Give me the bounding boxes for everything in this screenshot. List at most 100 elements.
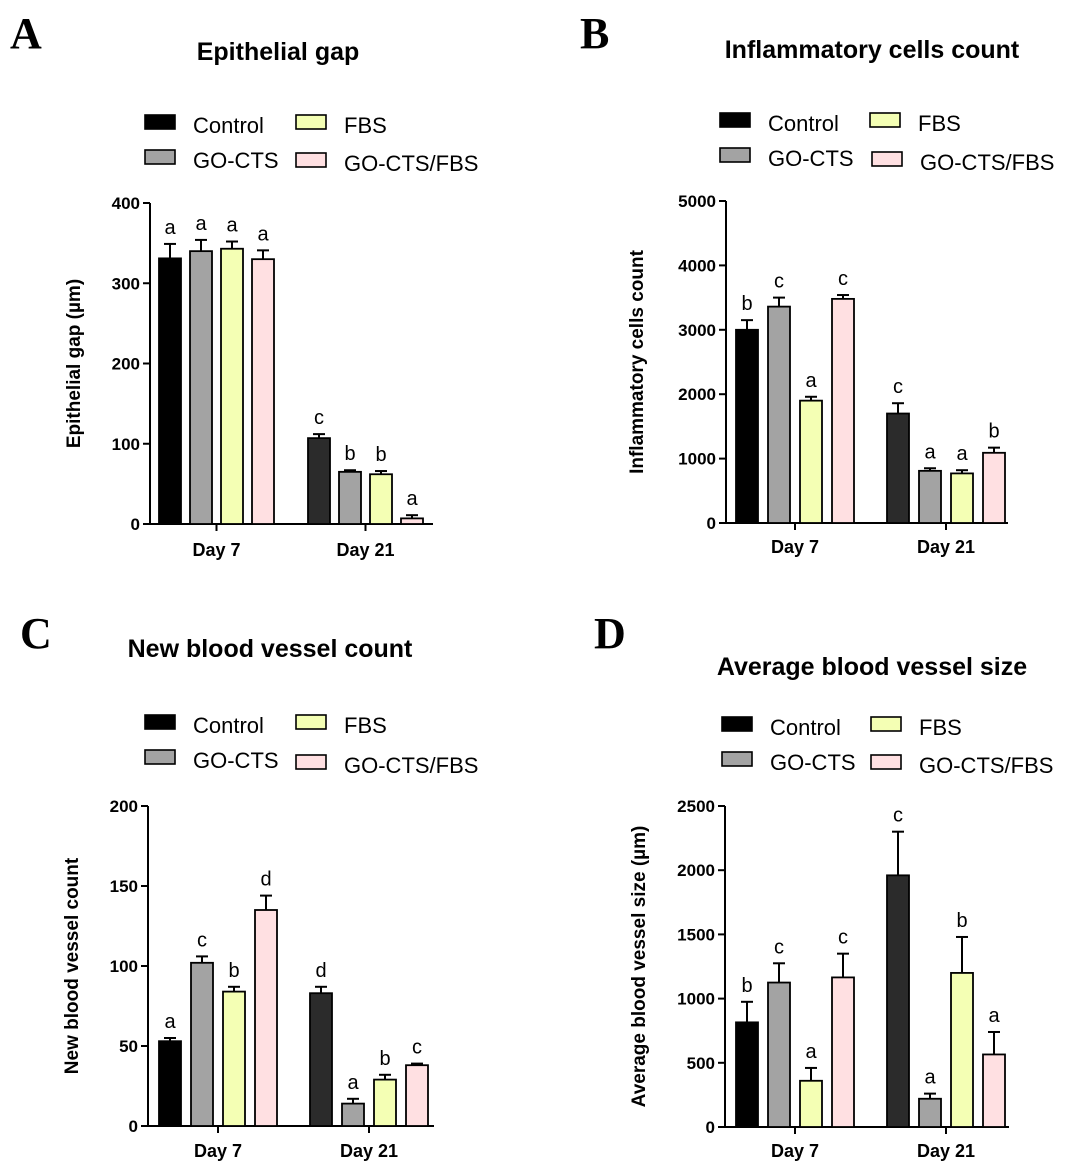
significance-label: c: [314, 407, 324, 429]
significance-label: c: [197, 929, 207, 951]
significance-label: b: [741, 975, 752, 997]
panel-letter: C: [20, 609, 52, 658]
y-tick-label: 100: [110, 957, 138, 976]
bar-fbs-day-21: [950, 972, 974, 1128]
legend-label: Control: [770, 715, 841, 740]
legend-swatch-go-cts-fbs: [871, 151, 903, 167]
significance-label: c: [774, 271, 784, 293]
panel-letter: B: [580, 9, 609, 58]
legend-swatch-control: [721, 716, 753, 732]
significance-label: a: [164, 217, 176, 239]
bar-go-cts-day-7: [767, 305, 791, 524]
legend-swatch-go-cts: [144, 149, 176, 165]
y-tick-label: 200: [110, 797, 138, 816]
significance-label: b: [741, 293, 752, 315]
x-category-label: Day 7: [194, 1141, 242, 1161]
significance-label: d: [260, 869, 271, 891]
panel-title: Average blood vessel size: [717, 653, 1027, 681]
legend-label: GO-CTS: [193, 148, 279, 173]
bar-control-day-21: [886, 874, 910, 1128]
panel-c: C New blood vessel count Control FBS GO-CTS G…: [20, 609, 478, 1161]
bar-go-cts-fbs-day-21: [400, 517, 424, 525]
legend-label: GO-CTS: [768, 146, 854, 171]
bar-control-day-7: [735, 1021, 759, 1128]
y-tick-label: 50: [119, 1037, 138, 1056]
significance-label: a: [805, 1041, 817, 1063]
significance-label: c: [893, 376, 903, 398]
y-tick-label: 400: [112, 194, 140, 213]
y-tick-label: 2500: [677, 797, 715, 816]
significance-label: a: [988, 1005, 1000, 1027]
significance-label: c: [838, 268, 848, 290]
significance-label: a: [956, 443, 968, 465]
legend-label: GO-CTS/FBS: [920, 150, 1054, 175]
y-tick-label: 3000: [678, 321, 716, 340]
y-axis-label: New blood vessel count: [62, 857, 83, 1074]
x-category-label: Day 7: [771, 537, 819, 557]
legend-label: GO-CTS/FBS: [344, 151, 478, 176]
significance-label: c: [412, 1037, 422, 1059]
y-axis-label: Inflammatory cells count: [627, 249, 648, 474]
legend-swatch-fbs: [870, 716, 902, 732]
legend-swatch-control: [144, 114, 176, 130]
significance-label: a: [347, 1072, 359, 1094]
significance-label: a: [924, 441, 936, 463]
y-tick-label: 5000: [678, 192, 716, 211]
y-tick-label: 500: [687, 1054, 715, 1073]
bar-go-cts-fbs-day-21: [982, 1053, 1006, 1128]
significance-label: c: [838, 927, 848, 949]
bar-control-day-7: [158, 257, 182, 525]
bar-go-cts-fbs-day-21: [405, 1064, 429, 1127]
y-axis-label: Epithelial gap (µm): [64, 279, 85, 448]
x-category-label: Day 21: [336, 540, 394, 560]
legend-swatch-control: [144, 714, 176, 730]
legend-label: GO-CTS/FBS: [919, 753, 1053, 778]
y-tick-label: 0: [131, 515, 140, 534]
x-category-label: Day 7: [771, 1141, 819, 1161]
bar-control-day-21: [309, 992, 333, 1127]
bar-go-cts-fbs-day-21: [982, 451, 1006, 524]
panel-title: Epithelial gap: [197, 38, 360, 66]
legend-swatch-go-cts: [721, 751, 753, 767]
bar-fbs-day-7: [220, 247, 244, 525]
bar-go-cts-fbs-day-7: [254, 909, 278, 1127]
bar-go-cts-day-21: [338, 470, 362, 525]
legend-label: GO-CTS/FBS: [344, 753, 478, 778]
bar-go-cts-day-7: [767, 981, 791, 1128]
y-tick-label: 1000: [677, 990, 715, 1009]
panel-title: Inflammatory cells count: [725, 36, 1020, 64]
legend-label: GO-CTS: [193, 748, 279, 773]
bar-fbs-day-21: [373, 1078, 397, 1127]
significance-label: b: [344, 443, 355, 465]
significance-label: b: [988, 421, 999, 443]
x-category-label: Day 21: [340, 1141, 398, 1161]
bar-go-cts-day-7: [190, 961, 214, 1127]
y-tick-label: 0: [707, 514, 716, 533]
legend-swatch-fbs: [295, 114, 327, 130]
legend-label: GO-CTS: [770, 750, 856, 775]
bar-go-cts-fbs-day-7: [831, 976, 855, 1128]
legend-swatch-fbs: [869, 112, 901, 128]
bar-fbs-day-7: [222, 990, 246, 1127]
y-tick-label: 300: [112, 274, 140, 293]
y-tick-label: 1500: [677, 925, 715, 944]
significance-label: a: [924, 1067, 936, 1089]
bar-fbs-day-7: [799, 399, 823, 524]
bar-fbs-day-21: [369, 473, 393, 525]
panel-letter: A: [10, 9, 42, 58]
bar-go-cts-day-21: [918, 469, 942, 524]
legend-swatch-go-cts-fbs: [295, 152, 327, 168]
significance-label: b: [956, 910, 967, 932]
panel-letter: D: [594, 609, 626, 658]
y-tick-label: 150: [110, 877, 138, 896]
y-tick-label: 2000: [677, 861, 715, 880]
legend-label: FBS: [344, 713, 387, 738]
legend-swatch-go-cts: [719, 147, 751, 163]
significance-label: b: [375, 444, 386, 466]
legend-label: FBS: [344, 113, 387, 138]
legend-label: FBS: [918, 111, 961, 136]
x-category-label: Day 21: [917, 537, 975, 557]
bar-go-cts-day-7: [189, 250, 213, 525]
bar-fbs-day-7: [799, 1079, 823, 1128]
